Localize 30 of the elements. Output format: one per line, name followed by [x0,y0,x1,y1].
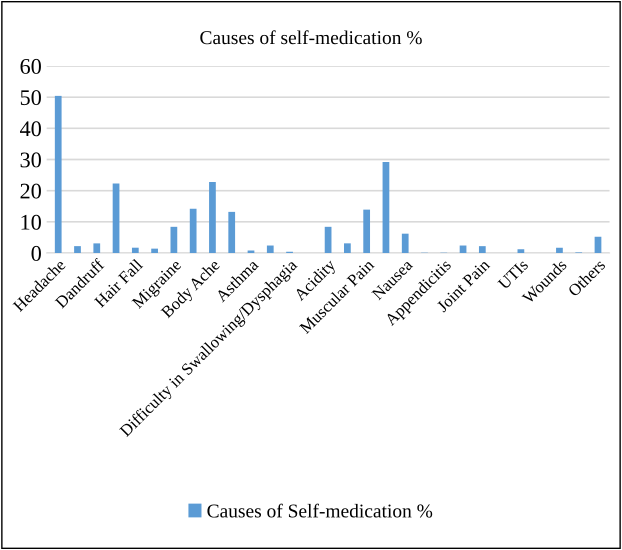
bar [478,246,486,253]
bar [594,236,602,253]
bar [344,243,351,253]
bar [228,212,236,253]
y-tick-label: 0 [32,246,41,261]
bar [93,243,100,253]
bar [209,182,216,253]
bar [363,210,370,253]
y-tick-label: 10 [22,214,41,230]
chart-title: Causes of self-medication % [200,30,422,44]
bar [460,246,466,253]
bar [112,184,120,253]
y-tick-label: 40 [20,121,41,136]
bar [556,248,563,253]
bar [402,234,409,253]
y-tick-label: 20 [20,184,41,199]
y-tick-label: 50 [20,90,41,106]
bar [382,162,390,253]
bar [74,246,81,253]
bar [324,226,332,253]
bar [266,246,274,253]
y-tick-label: 60 [20,58,41,74]
bar [151,248,158,253]
legend-label: Causes of Self-medication % [207,504,432,518]
y-tick-label: 30 [20,152,41,168]
bar [518,249,524,253]
bar [190,208,197,253]
bar [132,248,139,253]
bar [54,96,62,253]
bar [170,226,178,253]
